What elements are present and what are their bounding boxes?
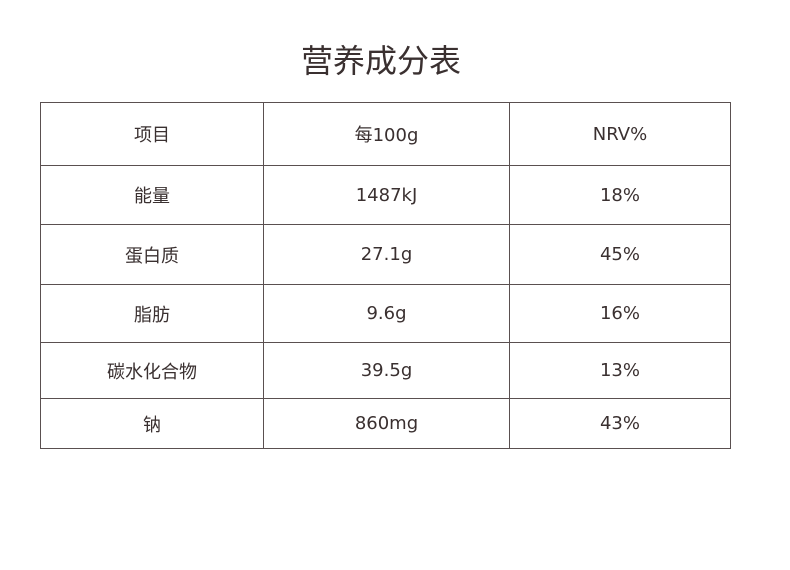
table-cell: 1487kJ [263,165,510,225]
table-cell: 能量 [40,165,264,225]
table-row: 能量 1487kJ 18% [40,165,731,225]
title: 营养成分表 [300,42,461,80]
table-cell: 43% [509,398,731,449]
column-header: 项目 [40,102,264,166]
column-header: NRV% [509,102,731,166]
table-row: 脂肪 9.6g 16% [40,284,731,343]
header-row: 项目 每100g NRV% [40,102,731,166]
table-cell: 27.1g [263,224,510,285]
table-row: 钠 860mg 43% [40,398,731,449]
table-cell: 16% [509,284,731,343]
column-header: 每100g [263,102,510,166]
table-cell: 18% [509,165,731,225]
table-cell: 45% [509,224,731,285]
table-cell: 碳水化合物 [40,342,264,399]
table-cell: 13% [509,342,731,399]
nutrition-table: 项目 每100g NRV% 能量 1487kJ 18% 蛋白质 27.1g 45% 脂肪 9.… [40,102,731,449]
table-cell: 9.6g [263,284,510,343]
table-cell: 蛋白质 [40,224,264,285]
table-cell: 钠 [40,398,264,449]
table-cell: 39.5g [263,342,510,399]
table-row: 碳水化合物 39.5g 13% [40,342,731,399]
table-row: 蛋白质 27.1g 45% [40,224,731,285]
table-cell: 脂肪 [40,284,264,343]
table-cell: 860mg [263,398,510,449]
